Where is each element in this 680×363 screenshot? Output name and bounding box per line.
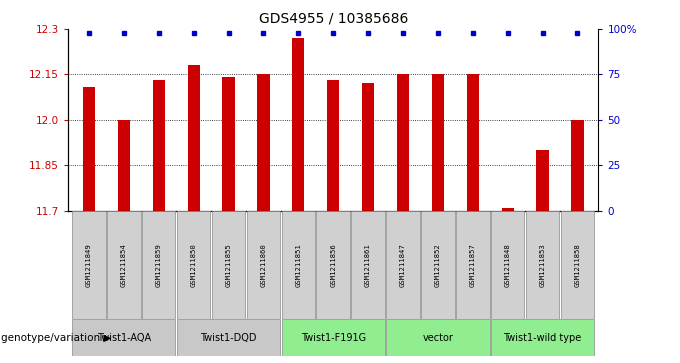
Bar [247, 211, 280, 319]
Text: Twist1-F191G: Twist1-F191G [301, 333, 366, 343]
Bar [72, 211, 105, 319]
Bar [466, 74, 479, 211]
Bar [386, 319, 490, 356]
Bar [72, 319, 175, 356]
Bar [282, 319, 385, 356]
Bar [316, 211, 350, 319]
Text: GSM1211857: GSM1211857 [470, 243, 476, 287]
Bar [83, 86, 95, 211]
Text: GSM1211849: GSM1211849 [86, 243, 92, 287]
Bar [352, 211, 385, 319]
Bar [282, 211, 315, 319]
Text: GSM1211848: GSM1211848 [505, 243, 511, 287]
Text: Twist1-wild type: Twist1-wild type [503, 333, 581, 343]
Text: vector: vector [422, 333, 454, 343]
Bar [177, 319, 280, 356]
Text: Twist1-AQA: Twist1-AQA [97, 333, 151, 343]
Bar [491, 319, 594, 356]
Text: GSM1211860: GSM1211860 [260, 243, 267, 287]
Text: GSM1211858: GSM1211858 [575, 243, 581, 287]
Bar [211, 211, 245, 319]
Bar [526, 211, 560, 319]
Bar [397, 74, 409, 211]
Bar [188, 65, 200, 211]
Bar [107, 211, 141, 319]
Bar [491, 211, 524, 319]
Text: GSM1211856: GSM1211856 [330, 243, 336, 287]
Text: GSM1211853: GSM1211853 [539, 243, 545, 287]
Bar [152, 81, 165, 211]
Bar [456, 211, 490, 319]
Bar [142, 211, 175, 319]
Bar [432, 74, 444, 211]
Text: GSM1211850: GSM1211850 [190, 243, 197, 287]
Bar [537, 150, 549, 211]
Text: GSM1211855: GSM1211855 [226, 243, 231, 287]
Bar [257, 74, 269, 211]
Text: genotype/variation ▶: genotype/variation ▶ [1, 333, 112, 343]
Bar [386, 211, 420, 319]
Text: GSM1211851: GSM1211851 [295, 243, 301, 287]
Bar [118, 120, 130, 211]
Text: GSM1211859: GSM1211859 [156, 243, 162, 287]
Text: GSM1211852: GSM1211852 [435, 243, 441, 287]
Text: GSM1211854: GSM1211854 [121, 243, 127, 287]
Text: Twist1-DQD: Twist1-DQD [201, 333, 257, 343]
Bar [222, 77, 235, 211]
Bar [571, 120, 583, 211]
Title: GDS4955 / 10385686: GDS4955 / 10385686 [258, 11, 408, 25]
Text: GSM1211861: GSM1211861 [365, 243, 371, 287]
Bar [327, 81, 339, 211]
Bar [362, 83, 374, 211]
Bar [502, 208, 514, 211]
Bar [292, 38, 305, 211]
Bar [421, 211, 455, 319]
Text: GSM1211847: GSM1211847 [400, 243, 406, 287]
Bar [561, 211, 594, 319]
Bar [177, 211, 210, 319]
